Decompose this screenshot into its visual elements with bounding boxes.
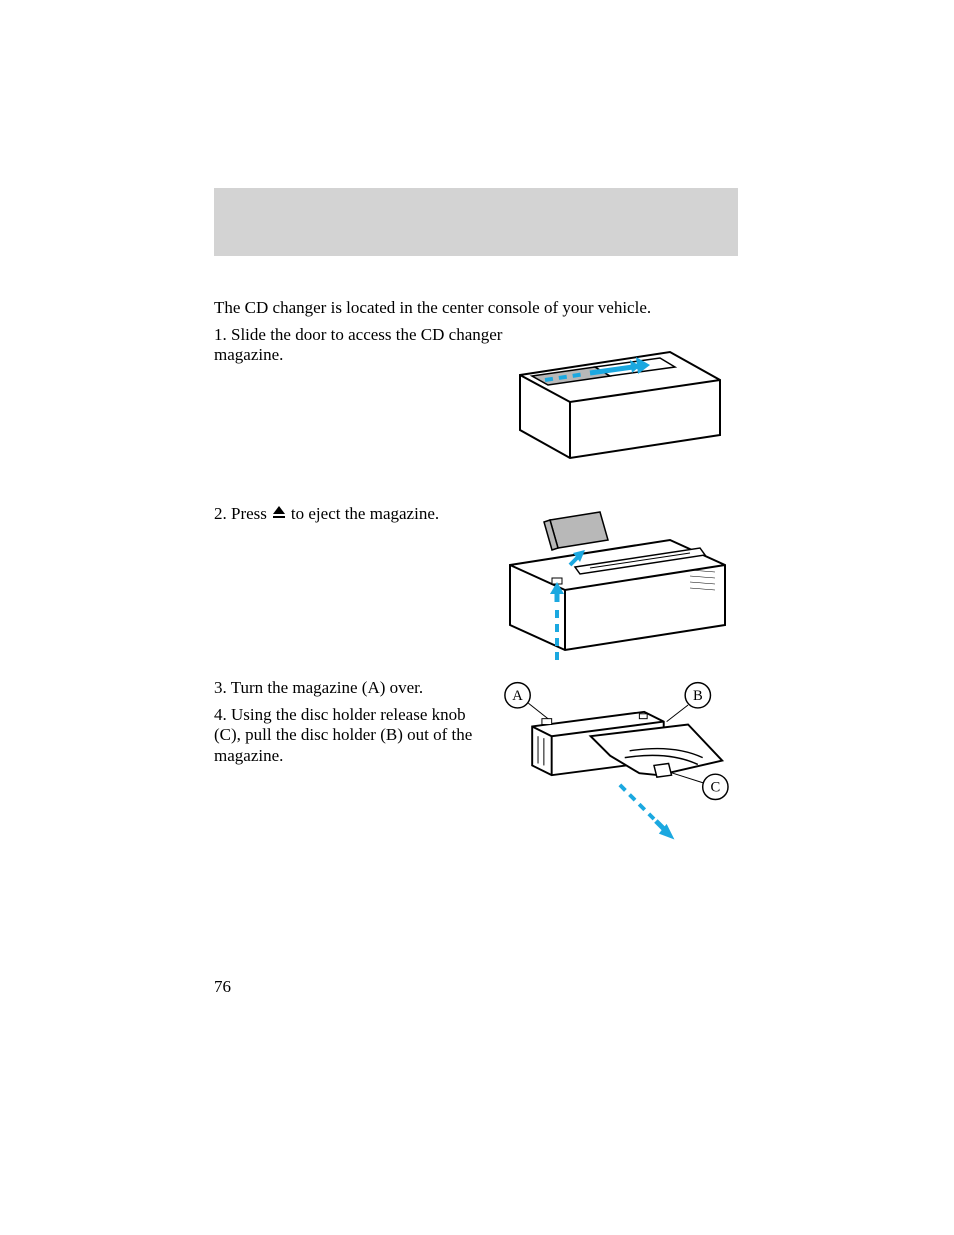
header-bar xyxy=(214,188,738,256)
step-2-text: 2. Press to eject the magazine. xyxy=(214,504,439,524)
label-b: B xyxy=(693,688,703,704)
intro-paragraph: The CD changer is located in the center … xyxy=(214,298,651,318)
eject-icon xyxy=(271,504,287,524)
step-1-text: 1. Slide the door to access the CD chang… xyxy=(214,325,504,366)
label-a: A xyxy=(512,688,523,704)
figure-2-eject xyxy=(490,510,740,670)
step-3-text: 3. Turn the magazine (A) over. xyxy=(214,678,494,698)
label-c: C xyxy=(710,780,720,796)
step-2-post: to eject the magazine. xyxy=(291,504,439,524)
page-number: 76 xyxy=(214,977,231,997)
figure-1-slide-door xyxy=(490,340,740,470)
step-2-pre: 2. Press xyxy=(214,504,267,524)
step-4-text: 4. Using the disc holder release knob (C… xyxy=(214,705,494,766)
document-page: The CD changer is located in the center … xyxy=(0,0,954,1235)
figure-3-magazine: A B C xyxy=(490,668,740,858)
